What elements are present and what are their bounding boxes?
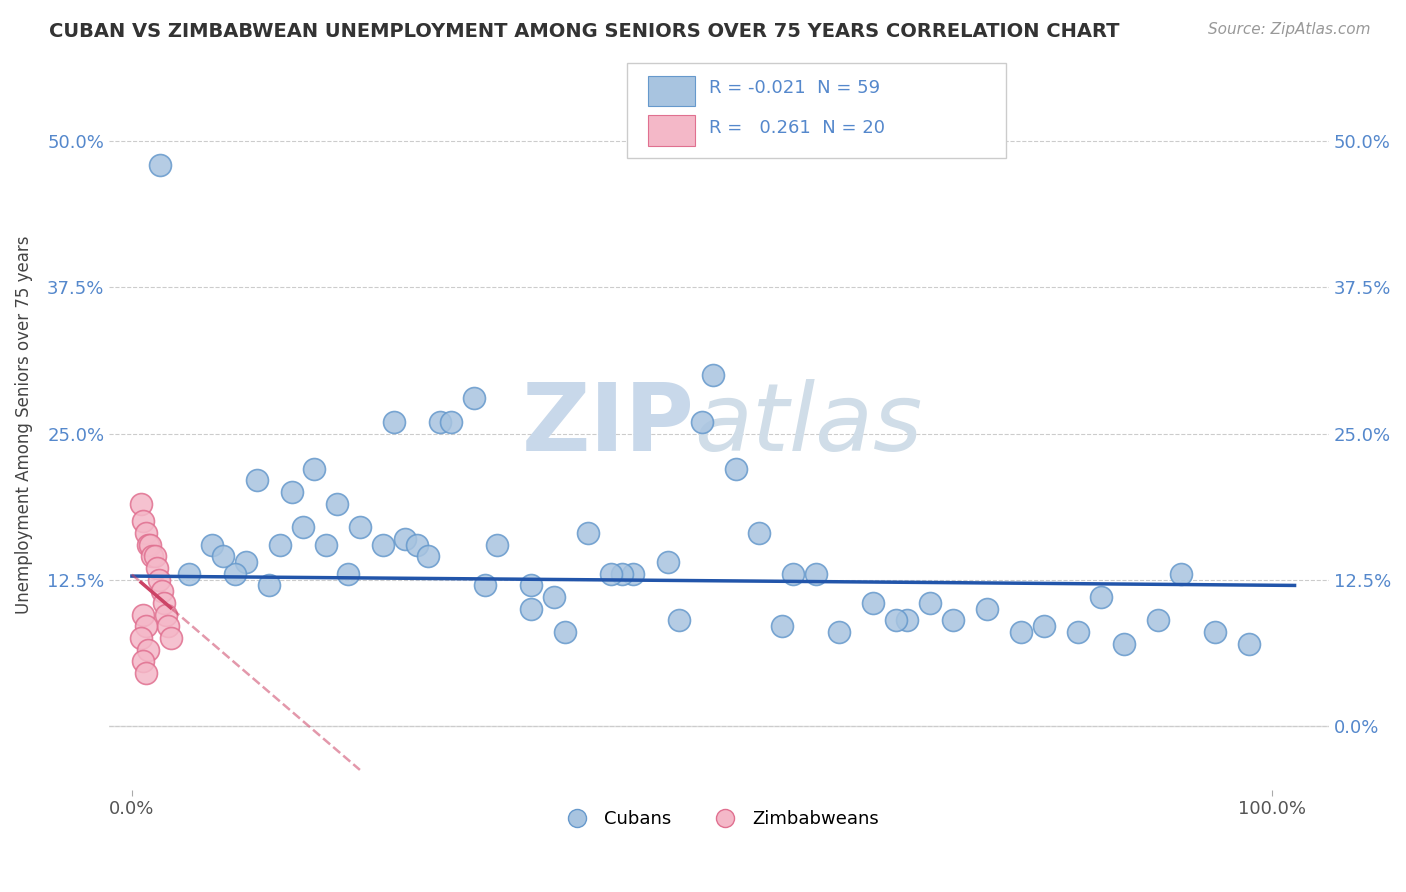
Point	[382, 415, 405, 429]
Point	[135, 525, 157, 540]
Point	[349, 520, 371, 534]
Point	[337, 566, 360, 581]
Point	[1170, 566, 1192, 581]
Y-axis label: Unemployment Among Seniors over 75 years: Unemployment Among Seniors over 75 years	[15, 235, 32, 614]
Point	[1112, 637, 1135, 651]
Point	[280, 485, 302, 500]
Point	[139, 537, 162, 551]
Point	[224, 566, 246, 581]
Point	[394, 532, 416, 546]
Point	[520, 578, 543, 592]
Point	[896, 614, 918, 628]
Point	[748, 525, 770, 540]
Point	[177, 566, 200, 581]
Point	[942, 614, 965, 628]
Point	[770, 619, 793, 633]
Point	[976, 602, 998, 616]
Bar	[648, 115, 695, 145]
Bar	[648, 76, 695, 106]
Point	[129, 497, 152, 511]
Point	[884, 614, 907, 628]
Point	[150, 584, 173, 599]
Point	[146, 561, 169, 575]
Point	[129, 631, 152, 645]
Point	[657, 555, 679, 569]
Point	[304, 461, 326, 475]
Point	[474, 578, 496, 592]
Point	[827, 625, 849, 640]
Point	[135, 619, 157, 633]
Legend: Cubans, Zimbabweans: Cubans, Zimbabweans	[551, 803, 886, 836]
Point	[1010, 625, 1032, 640]
Point	[136, 642, 159, 657]
Point	[725, 461, 748, 475]
Text: R = -0.021  N = 59: R = -0.021 N = 59	[709, 78, 880, 97]
Point	[804, 566, 827, 581]
Point	[141, 549, 163, 564]
Text: ZIP: ZIP	[522, 379, 695, 471]
Point	[246, 473, 269, 487]
Point	[148, 573, 170, 587]
Point	[132, 654, 155, 668]
Point	[235, 555, 257, 569]
Point	[702, 368, 724, 383]
Point	[543, 590, 565, 604]
Point	[135, 666, 157, 681]
Point	[554, 625, 576, 640]
Point	[136, 537, 159, 551]
Point	[157, 619, 180, 633]
Point	[418, 549, 440, 564]
Point	[599, 566, 621, 581]
Point	[1067, 625, 1090, 640]
Point	[315, 537, 337, 551]
Point	[149, 158, 172, 172]
Point	[159, 631, 181, 645]
Point	[610, 566, 633, 581]
Text: R =   0.261  N = 20: R = 0.261 N = 20	[709, 120, 886, 137]
Point	[143, 549, 166, 564]
Point	[623, 566, 645, 581]
Point	[326, 497, 349, 511]
Point	[1146, 614, 1168, 628]
Point	[269, 537, 291, 551]
Point	[1237, 637, 1260, 651]
Point	[520, 602, 543, 616]
Point	[690, 415, 713, 429]
Point	[668, 614, 690, 628]
Point	[212, 549, 235, 564]
Point	[576, 525, 599, 540]
Point	[155, 607, 177, 622]
Point	[440, 415, 463, 429]
Text: atlas: atlas	[695, 379, 922, 470]
Point	[132, 607, 155, 622]
Point	[257, 578, 280, 592]
Point	[463, 392, 485, 406]
Point	[429, 415, 451, 429]
Point	[918, 596, 941, 610]
Point	[485, 537, 508, 551]
Point	[1032, 619, 1054, 633]
Point	[291, 520, 314, 534]
Point	[782, 566, 804, 581]
FancyBboxPatch shape	[627, 63, 1005, 158]
Point	[406, 537, 429, 551]
Point	[1204, 625, 1226, 640]
Point	[153, 596, 176, 610]
Text: Source: ZipAtlas.com: Source: ZipAtlas.com	[1208, 22, 1371, 37]
Point	[862, 596, 884, 610]
Point	[371, 537, 394, 551]
Point	[201, 537, 224, 551]
Point	[132, 514, 155, 528]
Point	[1090, 590, 1112, 604]
Text: CUBAN VS ZIMBABWEAN UNEMPLOYMENT AMONG SENIORS OVER 75 YEARS CORRELATION CHART: CUBAN VS ZIMBABWEAN UNEMPLOYMENT AMONG S…	[49, 22, 1119, 41]
